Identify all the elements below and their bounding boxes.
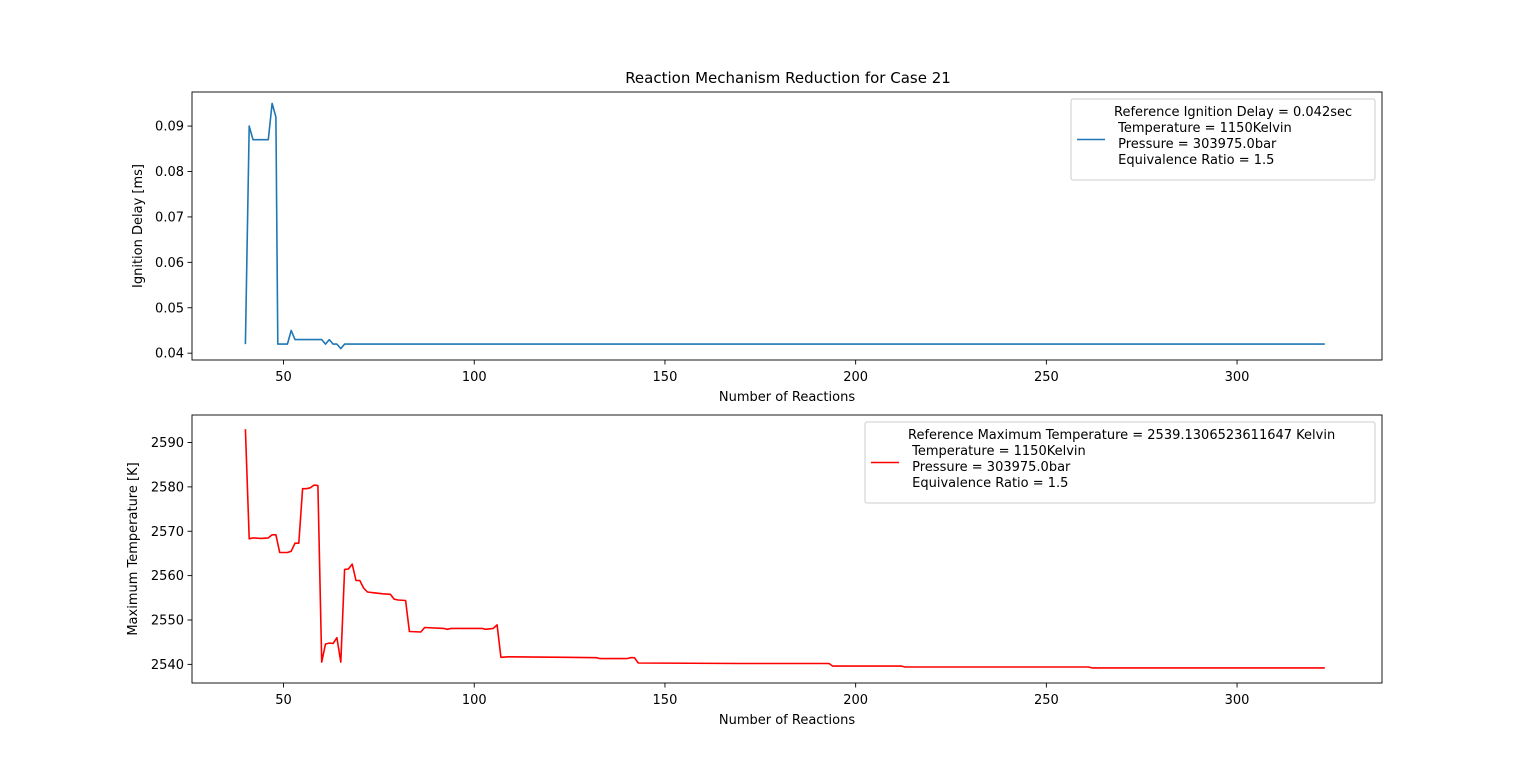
legend-label-line: Pressure = 303975.0bar <box>1114 137 1277 152</box>
x-tick-label: 200 <box>843 693 868 708</box>
x-tick-label: 50 <box>275 693 292 708</box>
y-tick-label: 2560 <box>151 569 184 584</box>
y-tick-label: 0.08 <box>155 165 184 180</box>
legend-frame <box>864 421 1376 504</box>
y-tick-label: 2550 <box>151 613 184 628</box>
plots: 50 100 150 200 250 300 0.04 0.05 0.06 0.07 0.08 0.0… <box>126 91 1383 728</box>
y-tick-label: 0.04 <box>155 347 184 362</box>
legend-label-line: Reference Ignition Delay = 0.042sec <box>1114 105 1352 120</box>
legend-label-line: Equivalence Ratio = 1.5 <box>908 476 1068 491</box>
y-tick-label: 0.07 <box>155 210 184 225</box>
subplot-2: 50 100 150 200 250 300 2540 2550 2560 2570 2580 259… <box>126 414 1383 728</box>
y-tick-label: 0.06 <box>155 256 184 271</box>
legend-frame <box>1070 98 1376 181</box>
y-axis-label: Maximum Temperature [K] <box>126 462 141 635</box>
x-tick-label: 250 <box>1034 693 1059 708</box>
y-tick-label: 2540 <box>151 658 184 673</box>
x-tick-label: 100 <box>462 370 487 385</box>
subplot-1: 50 100 150 200 250 300 0.04 0.05 0.06 0.07 0.08 0.0… <box>131 91 1383 405</box>
x-tick-label: 200 <box>843 370 868 385</box>
y-tick-label: 2580 <box>151 480 184 495</box>
x-axis-label: Number of Reactions <box>719 390 855 405</box>
x-tick-label: 250 <box>1034 370 1059 385</box>
legend: Reference Ignition Delay = 0.042sec Temp… <box>1070 98 1376 181</box>
legend-label-line: Equivalence Ratio = 1.5 <box>1114 153 1274 168</box>
x-tick-label: 150 <box>653 370 678 385</box>
x-axis-label: Number of Reactions <box>719 713 855 728</box>
x-tick-label: 150 <box>653 693 678 708</box>
legend-label-line: Reference Maximum Temperature = 2539.130… <box>908 428 1335 443</box>
y-axis-label: Ignition Delay [ms] <box>131 164 146 288</box>
y-tick-label: 2570 <box>151 525 184 540</box>
y-tick-label: 0.09 <box>155 120 184 135</box>
legend-label-line: Pressure = 303975.0bar <box>908 460 1071 475</box>
x-tick-label: 50 <box>275 370 292 385</box>
legend-label-line: Temperature = 1150Kelvin <box>908 444 1086 459</box>
legend-label-line: Temperature = 1150Kelvin <box>1114 121 1292 136</box>
plot-frame <box>191 91 1383 361</box>
plot-frame <box>191 414 1383 684</box>
x-tick-label: 100 <box>462 693 487 708</box>
x-tick-label: 300 <box>1225 693 1250 708</box>
series-line <box>244 102 1325 350</box>
y-tick-label: 0.05 <box>155 301 184 316</box>
y-tick-label: 2590 <box>151 436 184 451</box>
x-tick-label: 300 <box>1225 370 1250 385</box>
series-line <box>244 429 1325 669</box>
chart-title: Reaction Mechanism Reduction for Case 21 <box>625 69 951 87</box>
legend: Reference Maximum Temperature = 2539.130… <box>864 421 1376 504</box>
